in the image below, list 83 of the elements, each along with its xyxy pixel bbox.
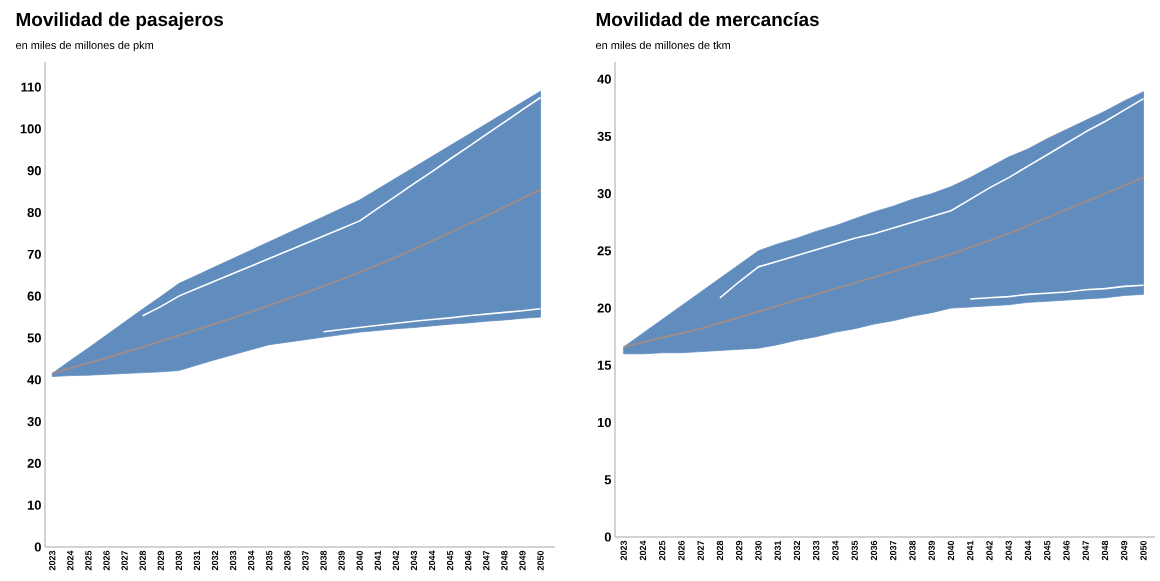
y-tick-label: 15 bbox=[597, 360, 612, 370]
y-tick-label: 10 bbox=[27, 500, 41, 510]
x-tick-label: 2033 bbox=[813, 540, 820, 561]
x-tick-label: 2041 bbox=[374, 550, 381, 571]
y-tick-label: 30 bbox=[27, 416, 41, 427]
x-tick-label: 2031 bbox=[193, 550, 201, 571]
x-tick-label: 2034 bbox=[832, 540, 839, 561]
x-tick-label: 2023 bbox=[620, 540, 627, 561]
x-tick-label: 2048 bbox=[1101, 540, 1109, 561]
y-tick-label: 40 bbox=[597, 74, 611, 84]
chart-title: Movilidad de mercancías bbox=[596, 12, 819, 27]
y-tick-label: 0 bbox=[604, 532, 611, 542]
x-tick-label: 2046 bbox=[465, 550, 472, 571]
x-tick-label: 2042 bbox=[986, 540, 993, 561]
x-tick-label: 2050 bbox=[1140, 540, 1147, 561]
x-tick-label: 2031 bbox=[774, 540, 781, 561]
x-tick-label: 2032 bbox=[211, 550, 219, 571]
x-tick-label: 2049 bbox=[519, 550, 526, 571]
y-tick-label: 110 bbox=[21, 82, 41, 92]
x-tick-label: 2037 bbox=[302, 550, 309, 571]
x-tick-label: 2028 bbox=[716, 540, 724, 561]
x-tick-label: 2040 bbox=[356, 550, 363, 571]
x-tick-label: 2046 bbox=[1063, 540, 1070, 561]
y-tick-label: 60 bbox=[27, 291, 41, 301]
x-tick-label: 2030 bbox=[175, 550, 183, 571]
x-tick-label: 2030 bbox=[755, 540, 762, 561]
x-tick-label: 2035 bbox=[266, 550, 273, 571]
chart-subtitle: en miles de millones de tkm bbox=[596, 41, 730, 50]
x-tick-label: 2050 bbox=[537, 550, 544, 571]
y-tick-label: 50 bbox=[27, 333, 41, 343]
chart-subtitle: en miles de millones de pkm bbox=[15, 41, 154, 52]
y-tick-label: 70 bbox=[27, 249, 41, 259]
x-tick-label: 2047 bbox=[483, 550, 490, 571]
y-tick-label: 5 bbox=[604, 475, 612, 485]
x-tick-label: 2045 bbox=[446, 550, 454, 571]
x-tick-label: 2023 bbox=[49, 550, 56, 571]
x-tick-label: 2036 bbox=[870, 540, 878, 561]
y-tick-label: 10 bbox=[597, 417, 611, 428]
x-tick-label: 2044 bbox=[1024, 540, 1032, 561]
x-tick-label: 2043 bbox=[1005, 540, 1012, 561]
x-tick-label: 2028 bbox=[139, 550, 146, 571]
y-tick-label: 20 bbox=[27, 458, 41, 468]
x-tick-label: 2026 bbox=[103, 550, 110, 571]
x-tick-label: 2049 bbox=[1121, 540, 1128, 561]
x-tick-label: 2027 bbox=[121, 550, 128, 571]
x-tick-label: 2043 bbox=[410, 550, 418, 571]
x-tick-label: 2038 bbox=[909, 540, 916, 561]
x-tick-label: 2027 bbox=[697, 540, 704, 561]
x-tick-label: 2033 bbox=[229, 550, 237, 571]
x-tick-label: 2039 bbox=[928, 540, 935, 561]
x-tick-label: 2024 bbox=[639, 540, 647, 561]
y-tick-label: 80 bbox=[27, 207, 41, 218]
chart-title: Movilidad de pasajeros bbox=[16, 12, 224, 30]
y-tick-label: 100 bbox=[20, 124, 41, 134]
x-tick-label: 2024 bbox=[67, 550, 74, 571]
x-tick-label: 2029 bbox=[157, 550, 164, 571]
line-series bbox=[969, 284, 1145, 300]
x-tick-label: 2036 bbox=[284, 550, 291, 571]
y-tick-label: 30 bbox=[597, 189, 611, 199]
x-tick-label: 2034 bbox=[247, 550, 255, 571]
x-tick-label: 2025 bbox=[658, 540, 666, 561]
x-tick-label: 2035 bbox=[851, 540, 858, 561]
x-tick-label: 2041 bbox=[967, 540, 974, 561]
y-tick-label: 0 bbox=[34, 542, 41, 552]
x-tick-label: 2037 bbox=[890, 540, 897, 561]
x-tick-label: 2038 bbox=[320, 550, 327, 571]
x-tick-label: 2039 bbox=[338, 550, 345, 571]
x-tick-label: 2045 bbox=[1044, 540, 1051, 561]
x-tick-label: 2044 bbox=[428, 550, 436, 571]
x-tick-label: 2026 bbox=[678, 540, 685, 561]
x-tick-label: 2029 bbox=[736, 540, 743, 561]
line-series bbox=[719, 97, 1145, 299]
x-tick-label: 2025 bbox=[85, 550, 92, 571]
x-tick-label: 2048 bbox=[501, 550, 508, 571]
y-tick-label: 40 bbox=[27, 375, 41, 385]
y-tick-label: 90 bbox=[27, 166, 41, 176]
y-tick-label: 25 bbox=[597, 246, 612, 256]
x-tick-label: 2047 bbox=[1082, 540, 1089, 561]
x-tick-label: 2042 bbox=[392, 550, 400, 571]
y-tick-label: 20 bbox=[597, 303, 611, 313]
y-tick-label: 35 bbox=[597, 131, 612, 141]
x-tick-label: 2040 bbox=[947, 540, 955, 561]
x-tick-label: 2032 bbox=[793, 540, 801, 561]
